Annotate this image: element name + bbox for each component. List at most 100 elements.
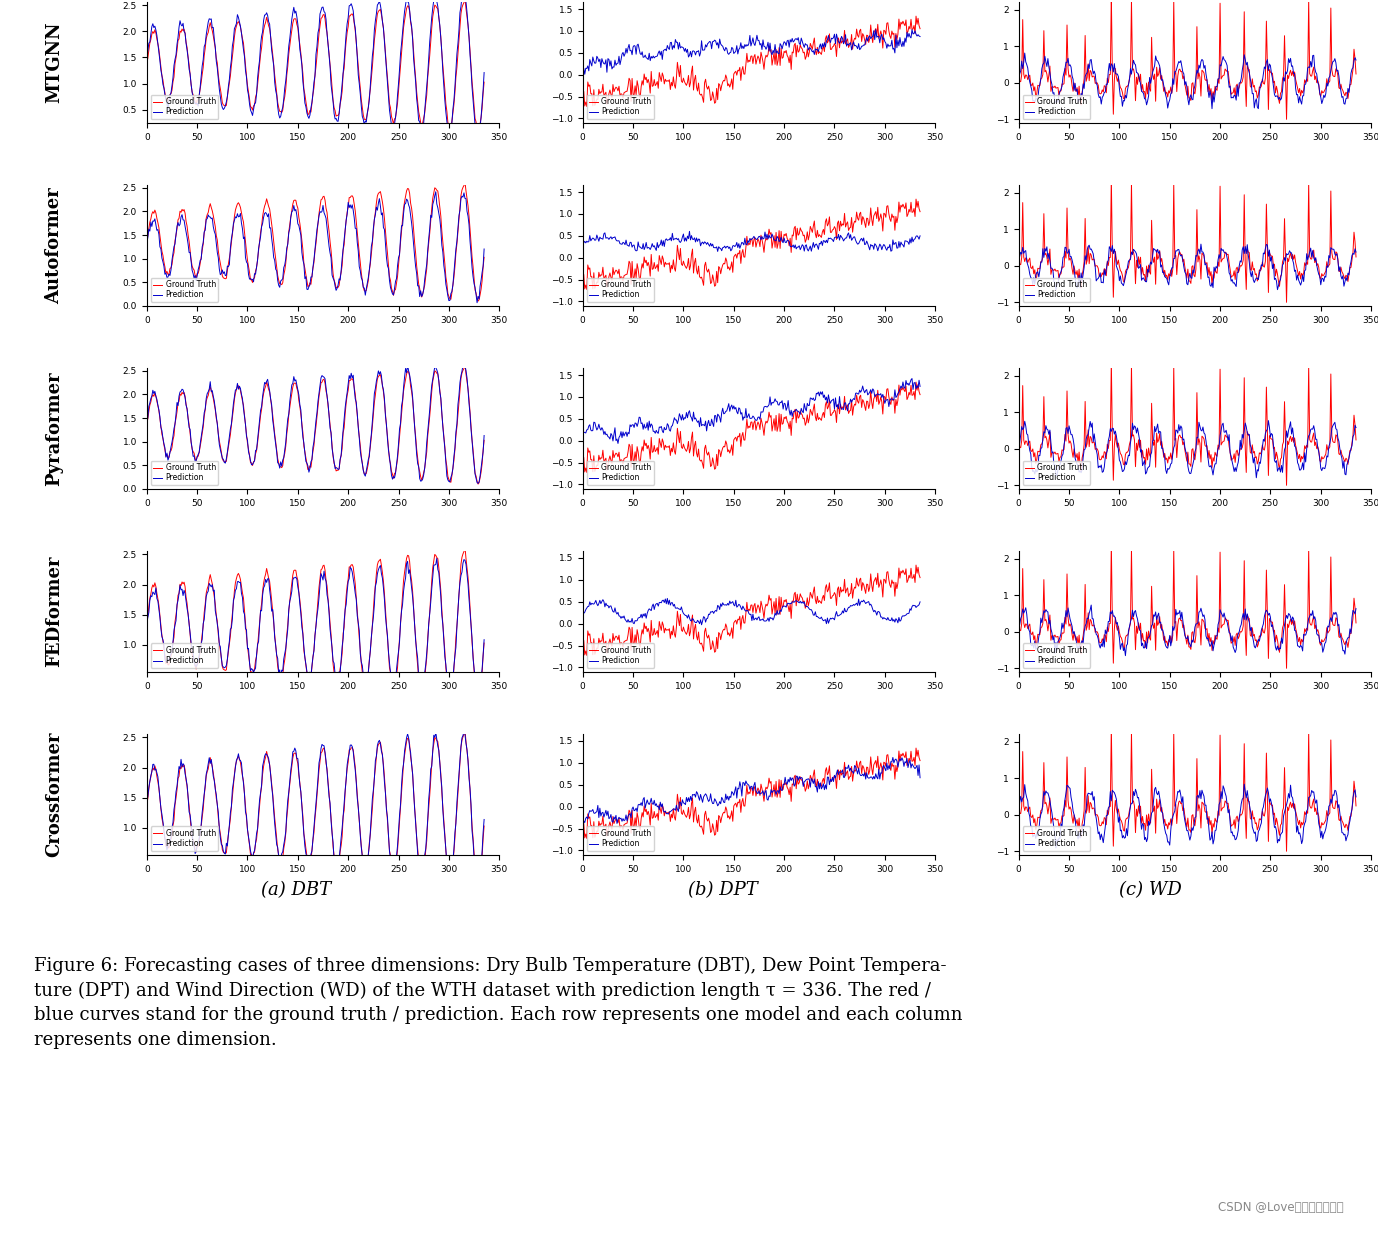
Ground Truth <box>470 293 486 308</box>
Ground Truth <box>912 204 929 219</box>
Ground Truth <box>142 212 158 226</box>
Prediction <box>1010 439 1027 454</box>
Prediction <box>575 430 591 445</box>
Ground Truth <box>475 636 492 651</box>
Ground Truth <box>580 74 597 89</box>
Ground Truth <box>650 80 667 95</box>
Ground Truth <box>856 760 872 774</box>
Ground Truth <box>908 741 925 756</box>
Ground Truth <box>1014 745 1031 760</box>
Prediction <box>1010 617 1027 632</box>
Ground Truth <box>1200 809 1217 824</box>
Line: Ground Truth: Ground Truth <box>583 748 921 839</box>
Ground Truth <box>677 74 693 89</box>
Prediction <box>415 679 431 694</box>
Legend: Ground Truth, Prediction: Ground Truth, Prediction <box>1022 643 1090 668</box>
Ground Truth <box>856 578 872 593</box>
Prediction <box>650 426 667 440</box>
Ground Truth <box>852 756 868 771</box>
Text: CSDN @Love向日葵的少女子: CSDN @Love向日葵的少女子 <box>1218 1201 1344 1213</box>
Ground Truth <box>1112 813 1129 828</box>
Prediction <box>139 236 156 251</box>
Prediction <box>1118 648 1134 663</box>
Ground Truth <box>1010 808 1027 823</box>
Prediction <box>1014 61 1031 75</box>
Prediction <box>912 30 929 45</box>
Ground Truth <box>1279 844 1295 858</box>
Prediction <box>852 767 868 782</box>
Prediction <box>1248 470 1265 485</box>
Ground Truth <box>856 28 872 43</box>
Prediction <box>415 865 431 880</box>
Prediction <box>1288 88 1305 103</box>
Prediction <box>763 47 780 62</box>
Prediction <box>1010 74 1027 89</box>
Prediction <box>765 783 781 798</box>
Prediction <box>912 379 929 393</box>
Ground Truth <box>142 32 158 47</box>
Prediction <box>912 595 929 610</box>
Line: Ground Truth: Ground Truth <box>147 182 484 301</box>
Prediction <box>1112 642 1129 657</box>
Ground Truth <box>1348 67 1364 82</box>
Ground Truth <box>1293 637 1309 652</box>
Line: Ground Truth: Ground Truth <box>147 547 484 699</box>
Ground Truth <box>912 387 929 402</box>
Line: Ground Truth: Ground Truth <box>147 365 484 484</box>
Prediction <box>139 414 156 429</box>
Prediction <box>1112 89 1129 104</box>
Prediction <box>1014 601 1031 616</box>
Prediction <box>419 828 435 842</box>
Prediction <box>677 607 693 622</box>
Ground Truth <box>214 88 230 103</box>
Prediction <box>1112 268 1129 283</box>
Ground Truth <box>1293 89 1309 104</box>
Ground Truth <box>470 691 486 706</box>
Ground Truth <box>1102 354 1119 369</box>
Ground Truth <box>1288 808 1305 823</box>
Prediction <box>1293 277 1309 292</box>
Prediction <box>856 768 872 783</box>
Prediction <box>1086 64 1102 79</box>
Line: Ground Truth: Ground Truth <box>1018 178 1356 302</box>
Ground Truth <box>1200 443 1217 458</box>
Line: Ground Truth: Ground Truth <box>583 199 921 289</box>
Line: Ground Truth: Ground Truth <box>147 0 484 131</box>
Prediction <box>214 837 230 852</box>
Ground Truth <box>1279 661 1295 675</box>
Ground Truth <box>1102 719 1119 734</box>
Ground Truth <box>1279 477 1295 492</box>
Ground Truth <box>1084 617 1101 632</box>
Prediction <box>1348 421 1364 435</box>
Ground Truth <box>139 614 156 628</box>
Ground Truth <box>1102 171 1119 186</box>
Prediction <box>415 471 431 486</box>
Ground Truth <box>580 807 597 821</box>
Prediction <box>214 651 230 666</box>
Prediction <box>1202 640 1218 654</box>
Ground Truth <box>419 444 435 459</box>
Prediction <box>1086 620 1102 635</box>
Prediction <box>1200 823 1217 837</box>
Line: Ground Truth: Ground Truth <box>1018 361 1356 485</box>
Prediction <box>1259 413 1276 428</box>
Ground Truth <box>415 469 431 484</box>
Legend: Ground Truth, Prediction: Ground Truth, Prediction <box>1022 826 1090 851</box>
Ground Truth <box>677 440 693 455</box>
Ground Truth <box>1014 12 1031 27</box>
Line: Ground Truth: Ground Truth <box>583 382 921 473</box>
Prediction <box>579 423 595 438</box>
Ground Truth <box>1112 447 1129 461</box>
Ground Truth <box>214 834 230 849</box>
Text: (c) WD: (c) WD <box>1119 882 1182 899</box>
Ground Truth <box>650 813 667 828</box>
Ground Truth <box>470 124 486 139</box>
Prediction <box>240 83 256 98</box>
Ground Truth <box>765 783 781 798</box>
Ground Truth <box>240 78 256 93</box>
Prediction <box>240 823 256 837</box>
Prediction <box>1293 94 1309 109</box>
Ground Truth <box>1014 379 1031 393</box>
Prediction <box>470 129 486 143</box>
Ground Truth <box>908 9 925 24</box>
